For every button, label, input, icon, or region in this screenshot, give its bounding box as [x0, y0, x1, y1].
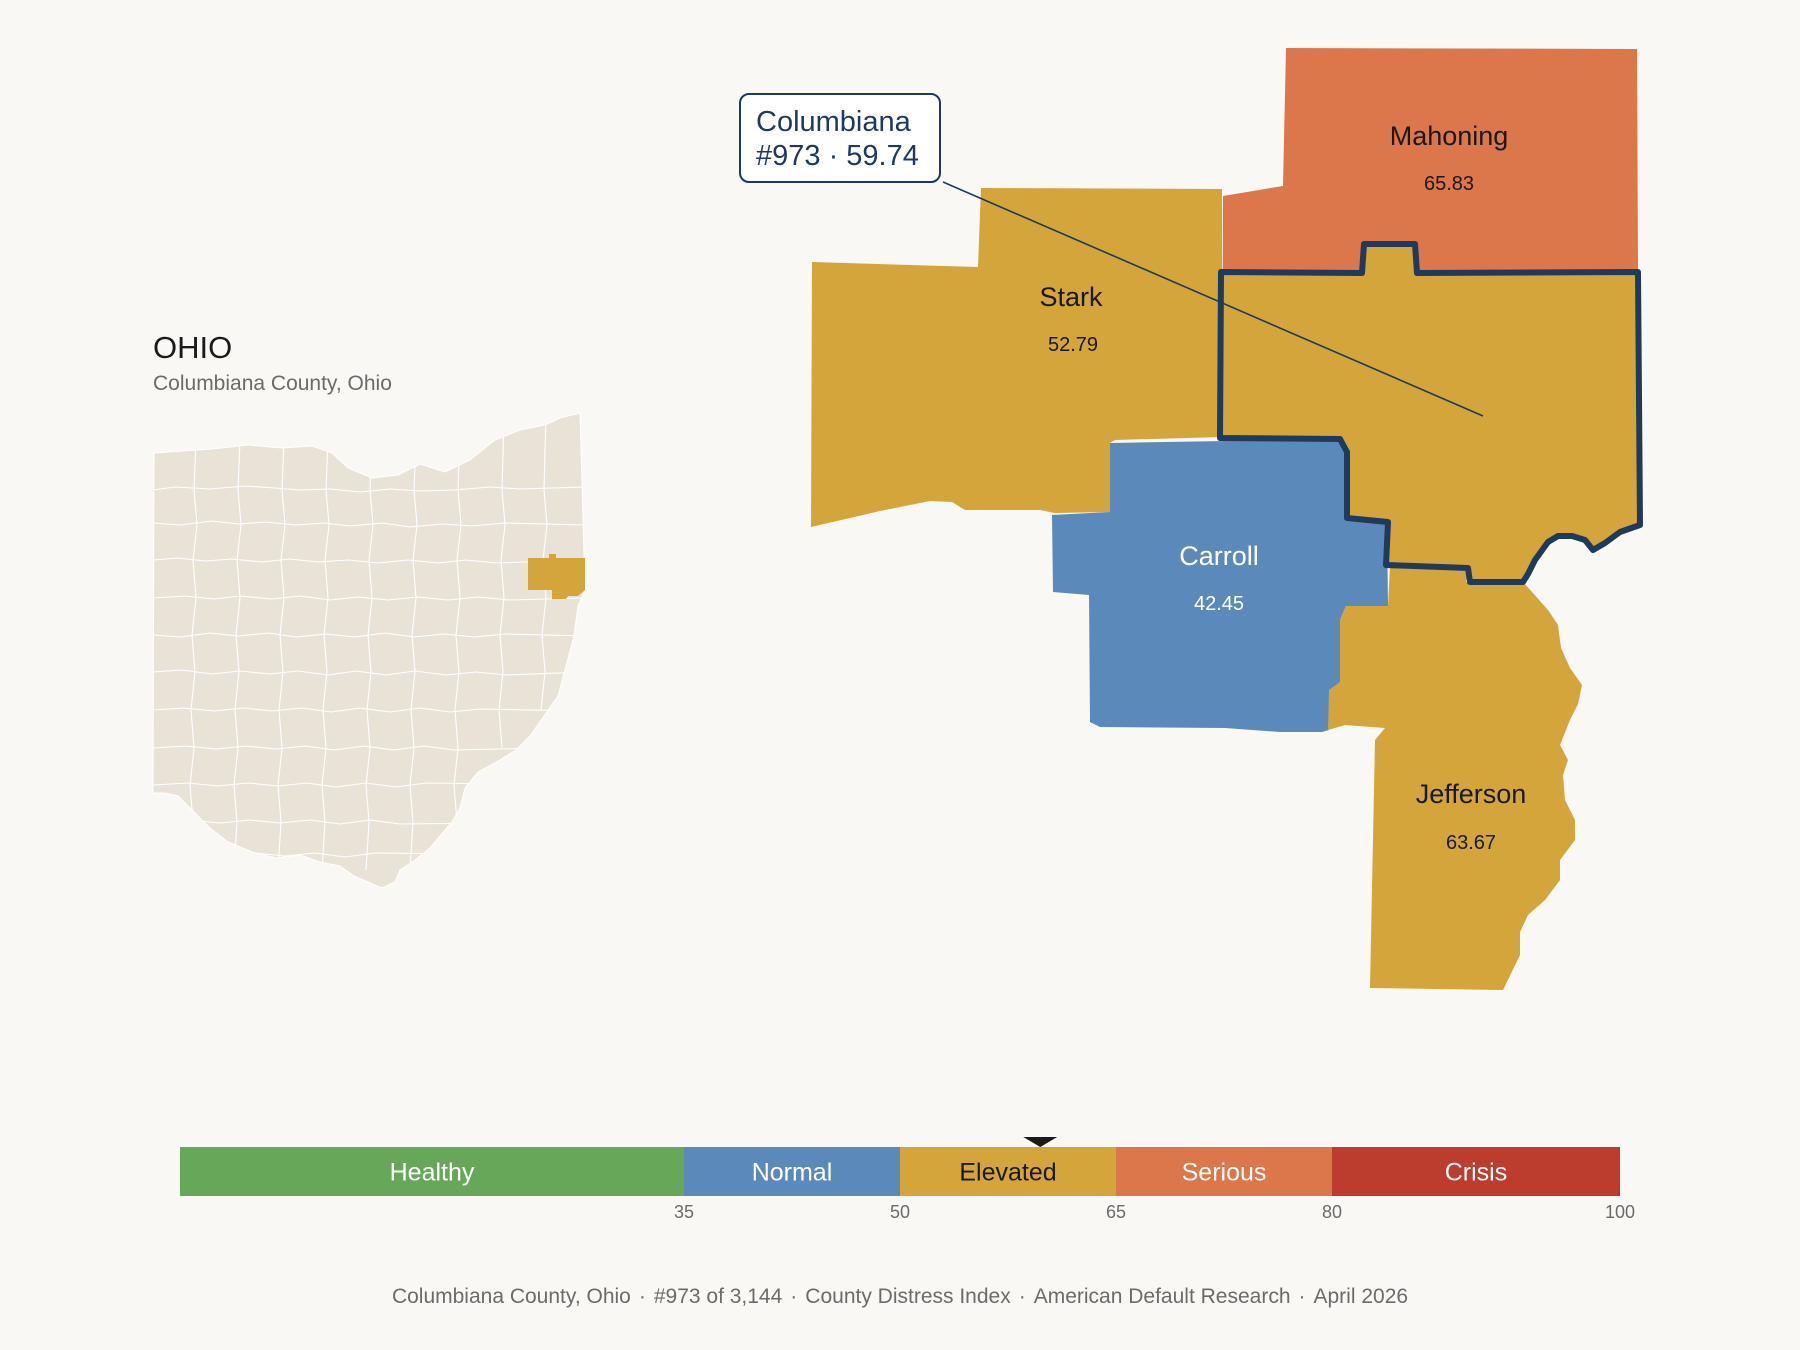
footer-caption: Columbiana County, Ohio · #973 of 3,144 · Co…	[391, 1285, 1409, 1308]
scale-tick-35: 35	[674, 1202, 694, 1222]
label-mahoning-name: Mahoning	[1390, 121, 1509, 151]
scale-segment-elevated	[900, 1147, 1116, 1196]
label-stark-name: Stark	[1039, 282, 1103, 312]
county-carroll[interactable]	[1052, 439, 1388, 732]
county-stark[interactable]	[811, 188, 1222, 527]
county-columbiana-selected[interactable]	[1217, 241, 1643, 585]
state-title: OHIO	[153, 330, 233, 365]
scale-tick-80: 80	[1322, 1202, 1342, 1222]
county-mahoning[interactable]	[1222, 48, 1638, 440]
callout-leader-line	[942, 181, 1484, 417]
county-labels: Mahoning 65.83 Stark 52.79 Carroll 42.45…	[1039, 121, 1526, 854]
scale-tick-50: 50	[890, 1202, 910, 1222]
label-jefferson-name: Jefferson	[1416, 779, 1527, 809]
scale-label-crisis: Crisis	[1445, 1159, 1508, 1187]
label-carroll-name: Carroll	[1179, 541, 1259, 571]
scale-segment-healthy	[180, 1147, 684, 1196]
footer-source: American Default Research	[1033, 1285, 1291, 1308]
scale-marker	[1023, 1137, 1058, 1147]
scale-label-healthy: Healthy	[390, 1159, 475, 1187]
county-jefferson[interactable]	[1328, 566, 1582, 990]
callout-county-name: Columbiana	[756, 106, 911, 138]
scale-segment-crisis	[1332, 1147, 1620, 1196]
label-mahoning-value: 65.83	[1424, 173, 1474, 195]
regional-map	[811, 48, 1643, 990]
scale-tick-65: 65	[1106, 1202, 1126, 1222]
callout-rank-score: #973 · 59.74	[756, 140, 919, 172]
ohio-columbiana-highlight	[528, 554, 585, 599]
scale-segment-normal	[684, 1147, 900, 1196]
scale-segment-serious	[1116, 1147, 1332, 1196]
footer-index: County Distress Index	[805, 1285, 1011, 1308]
label-carroll-value: 42.45	[1194, 593, 1244, 615]
state-subtitle: Columbiana County, Ohio	[153, 372, 392, 395]
distress-scale-legend: Healthy Normal Elevated Serious Crisis 35 50 65…	[180, 1137, 1635, 1222]
scale-tick-100: 100	[1605, 1202, 1635, 1222]
label-jefferson-value: 63.67	[1446, 832, 1496, 854]
scale-label-normal: Normal	[752, 1159, 833, 1187]
label-stark-value: 52.79	[1048, 334, 1098, 356]
scale-label-serious: Serious	[1182, 1159, 1267, 1187]
footer-date: April 2026	[1313, 1285, 1409, 1308]
scale-label-elevated: Elevated	[959, 1159, 1056, 1187]
ohio-state-map	[152, 412, 586, 889]
footer-rank: #973 of 3,144	[653, 1285, 783, 1308]
footer-county: Columbiana County, Ohio	[391, 1285, 631, 1308]
selected-county-callout: Columbiana #973 · 59.74	[739, 93, 941, 183]
